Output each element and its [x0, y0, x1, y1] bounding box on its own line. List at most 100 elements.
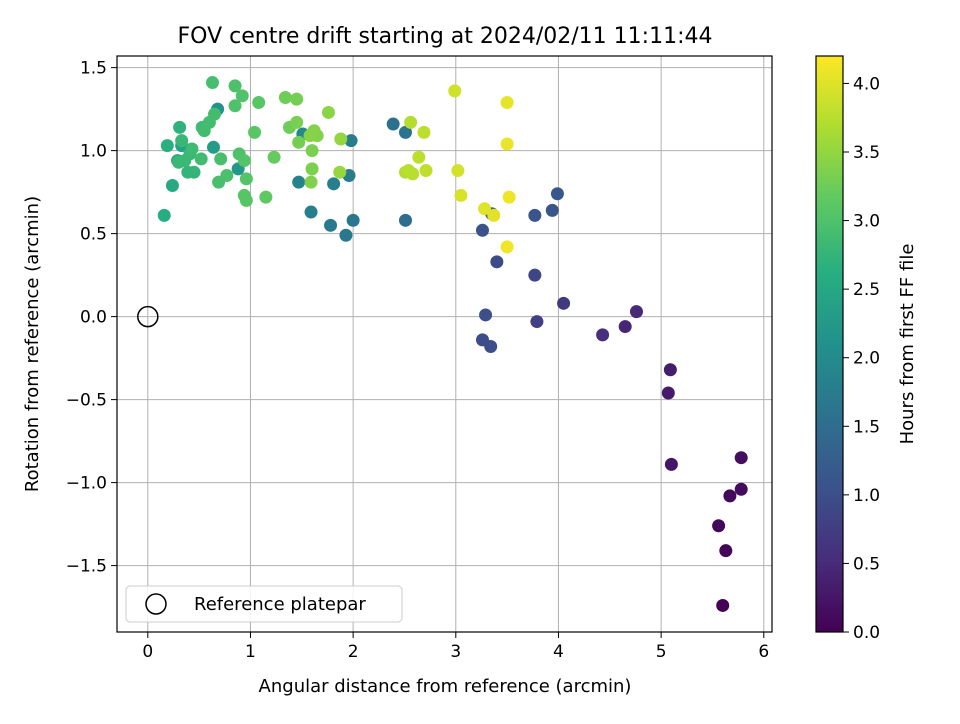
data-point — [207, 140, 221, 154]
data-point — [719, 544, 733, 558]
data-point — [500, 95, 514, 109]
data-point — [398, 213, 412, 227]
data-point — [290, 115, 304, 129]
data-point — [172, 155, 186, 169]
data-point — [175, 134, 189, 148]
data-point — [723, 489, 737, 503]
data-point — [448, 84, 462, 98]
data-point — [165, 178, 179, 192]
colorbar-tick-label: 2.5 — [853, 280, 880, 300]
data-point — [173, 120, 187, 134]
data-point — [451, 164, 465, 178]
plot-frame — [116, 55, 773, 633]
y-tick-label: −1.5 — [66, 557, 107, 577]
data-point — [663, 363, 677, 377]
colorbar-tick-label: 3.5 — [853, 143, 880, 163]
colorbar-ticks: 0.0 0.5 1.0 1.5 2.0 2.5 3.0 3.5 4.0 — [843, 74, 880, 643]
data-point — [530, 315, 544, 329]
data-point — [398, 125, 412, 139]
data-point — [417, 125, 431, 139]
y-tick-label: 0.5 — [80, 225, 107, 245]
y-tick-label: 1.5 — [80, 59, 107, 79]
legend: Reference platepar — [125, 585, 403, 623]
data-point — [228, 99, 242, 113]
x-tick-label: 2 — [348, 642, 359, 662]
data-point — [252, 95, 266, 109]
data-point — [661, 386, 675, 400]
data-point — [479, 308, 493, 322]
y-tick-label: −0.5 — [66, 391, 107, 411]
data-point — [629, 305, 643, 319]
y-axis-label: Rotation from reference (arcmin) — [22, 196, 43, 492]
chart-title: FOV centre drift starting at 2024/02/11 … — [178, 24, 713, 49]
data-point — [500, 137, 514, 151]
x-tick-label: 1 — [245, 642, 256, 662]
data-point — [386, 117, 400, 131]
data-point — [339, 228, 353, 242]
y-tick-label: −1.0 — [66, 474, 107, 494]
data-point — [290, 92, 304, 106]
data-point — [550, 187, 564, 201]
data-point — [235, 89, 249, 103]
legend-marker-icon — [145, 593, 167, 615]
data-point — [205, 76, 219, 90]
data-point — [475, 223, 489, 237]
x-tick-label: 0 — [142, 642, 153, 662]
data-point — [160, 139, 174, 153]
colorbar-gradient — [815, 55, 844, 633]
data-point — [214, 152, 228, 166]
y-tick-label: 1.0 — [80, 142, 107, 162]
data-point — [712, 519, 726, 533]
x-tick-label: 5 — [656, 642, 667, 662]
data-point — [478, 202, 492, 216]
colorbar-tick-label: 2.0 — [853, 349, 880, 369]
colorbar-tick-label: 0.5 — [853, 554, 880, 574]
data-point — [187, 165, 201, 179]
colorbar-tick-label: 3.0 — [853, 212, 880, 232]
x-axis-label: Angular distance from reference (arcmin) — [259, 676, 632, 697]
x-axis-ticks: 0 1 2 3 4 5 6 — [142, 632, 769, 662]
data-point — [500, 240, 514, 254]
data-point — [618, 320, 632, 334]
data-point — [528, 268, 542, 282]
data-point — [305, 162, 319, 176]
data-point — [324, 218, 338, 232]
data-point — [502, 190, 516, 204]
y-tick-label: 0.0 — [80, 308, 107, 328]
data-point — [278, 90, 292, 104]
data-point — [304, 175, 318, 189]
colorbar-label: Hours from first FF file — [897, 244, 918, 445]
reference-platepar-marker — [137, 305, 159, 328]
data-point — [267, 150, 281, 164]
data-point — [346, 213, 360, 227]
data-point — [419, 164, 433, 178]
data-point — [487, 208, 501, 222]
data-point — [528, 208, 542, 222]
x-tick-label: 6 — [758, 642, 769, 662]
data-point — [406, 167, 420, 181]
data-point — [259, 190, 273, 204]
legend-entry-label: Reference platepar — [194, 594, 366, 615]
data-point — [185, 142, 199, 156]
x-tick-label: 4 — [553, 642, 564, 662]
data-point — [228, 79, 242, 93]
grid-lines — [117, 56, 772, 632]
data-point — [490, 255, 504, 269]
data-point — [557, 296, 571, 310]
colorbar-tick-label: 4.0 — [853, 74, 880, 94]
data-points — [157, 76, 748, 612]
data-point — [412, 150, 426, 164]
data-point — [545, 203, 559, 217]
data-point — [321, 105, 335, 119]
data-point — [664, 457, 678, 471]
data-point — [304, 205, 318, 219]
data-point — [157, 208, 171, 222]
data-point — [237, 154, 251, 168]
data-point — [239, 193, 253, 207]
data-point — [454, 188, 468, 202]
y-axis-ticks: −1.5 −1.0 −0.5 0.0 0.5 1.0 1.5 — [66, 59, 117, 577]
data-point — [596, 328, 610, 342]
data-point — [334, 132, 348, 146]
data-point — [220, 169, 234, 183]
